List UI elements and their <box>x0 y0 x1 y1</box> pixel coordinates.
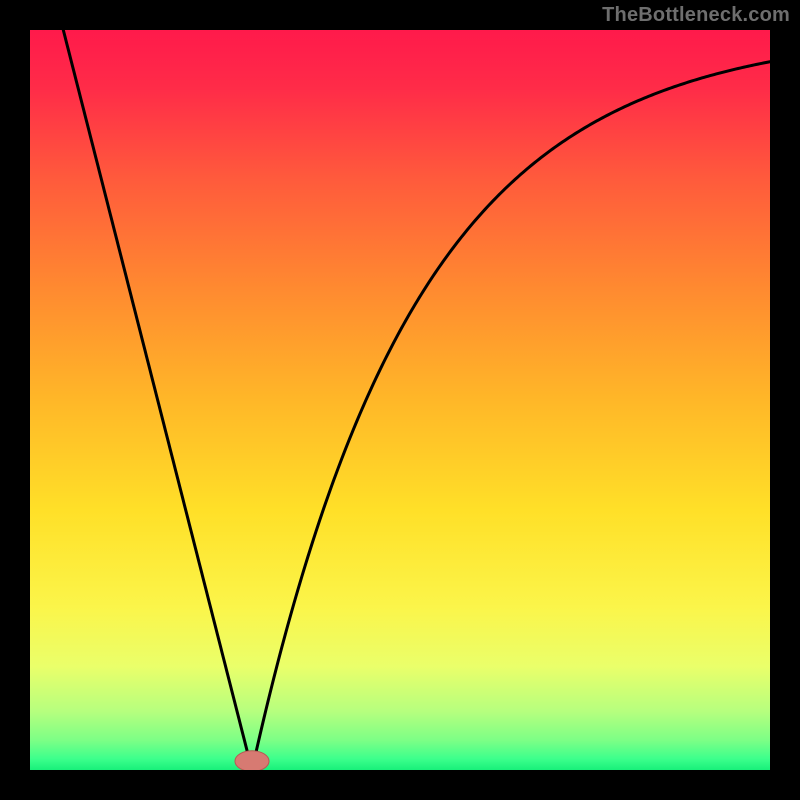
watermark-text: TheBottleneck.com <box>602 4 790 27</box>
chart-frame: TheBottleneck.com <box>0 0 800 800</box>
plot-background <box>30 30 770 770</box>
bottleneck-chart <box>0 0 800 800</box>
optimal-point-marker <box>235 751 269 772</box>
